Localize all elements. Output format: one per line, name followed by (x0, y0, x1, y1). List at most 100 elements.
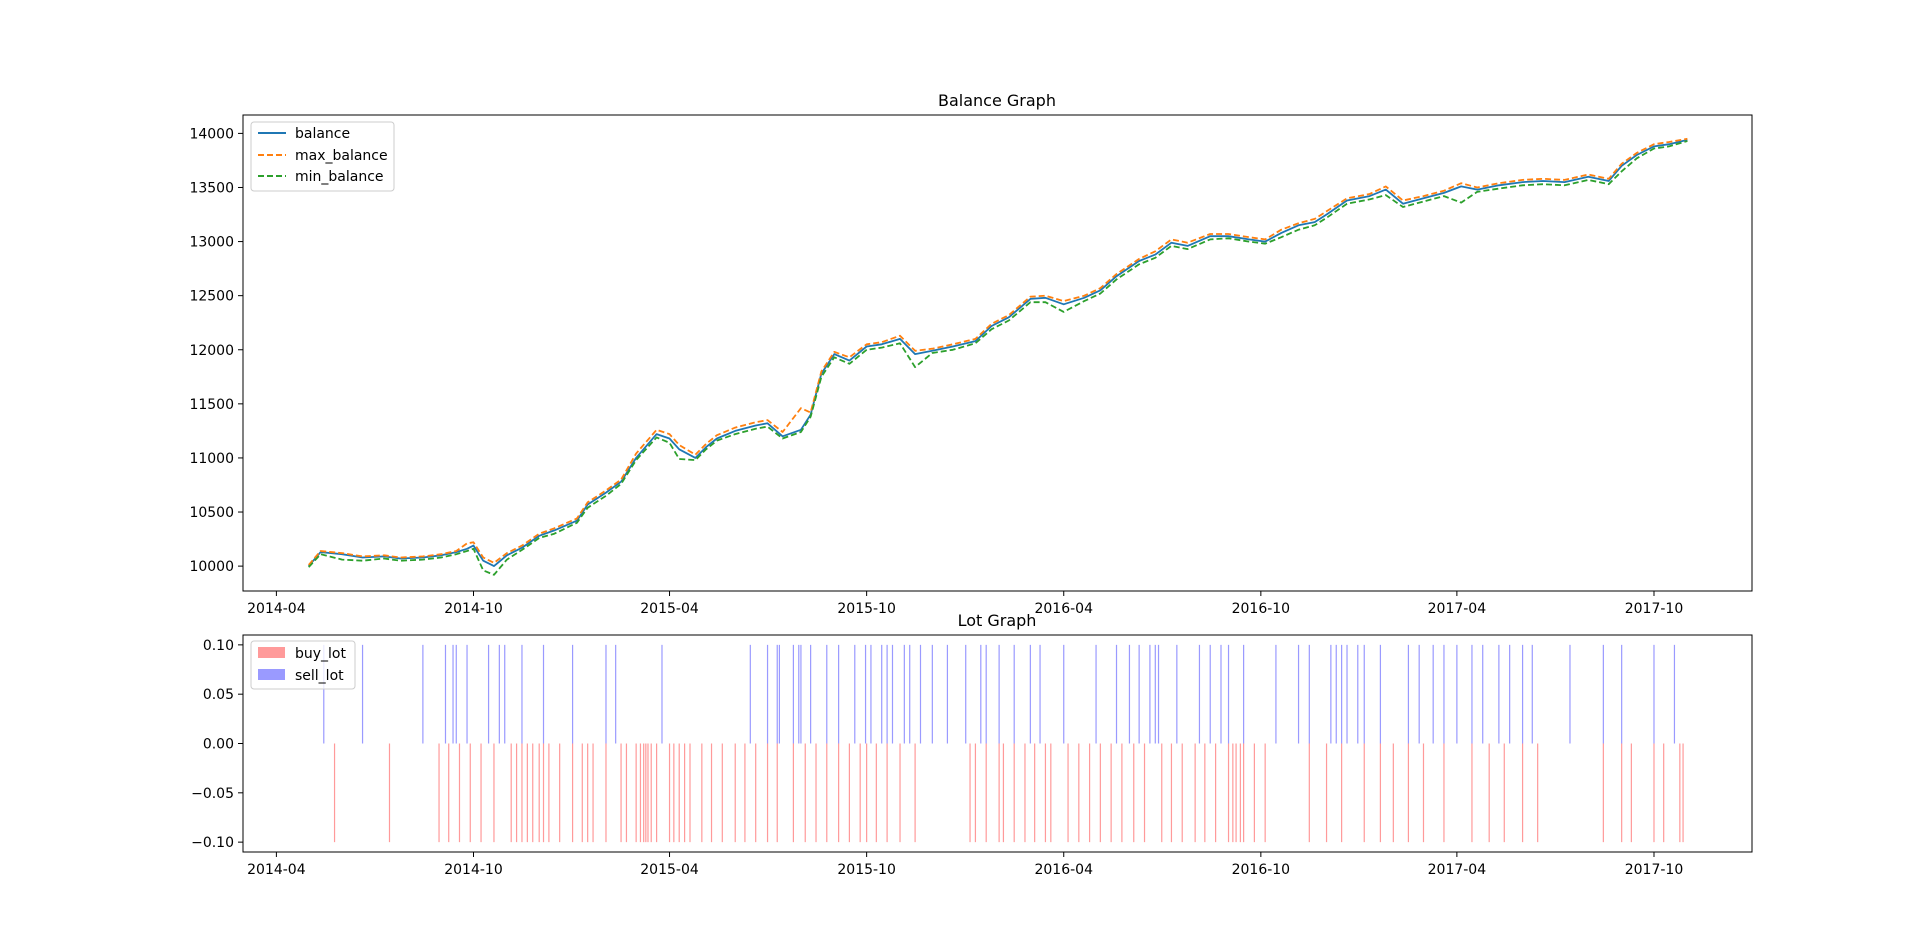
buy-lot-bar (1078, 743, 1080, 843)
lot-x-tick-label: 2015-10 (837, 862, 896, 878)
sell-lot-bar (444, 644, 447, 744)
lot-x-tick-label: 2015-04 (640, 862, 699, 878)
buy-lot-bar (548, 743, 550, 843)
buy-lot-bar (1161, 743, 1163, 843)
buy-lot-bar (848, 743, 851, 843)
sell-lot-bar (798, 644, 800, 744)
buy-lot-bar (656, 743, 658, 843)
sell-lot-bar (891, 644, 894, 744)
sell-lot-bar (422, 644, 424, 744)
buy-lot-bar (838, 743, 840, 843)
lot-y-tick-label: 0.05 (203, 687, 234, 703)
sell-lot-bar (1602, 644, 1604, 744)
lot-y-tick-label: −0.10 (191, 835, 234, 851)
buy-lot-bar (1143, 743, 1146, 843)
buy-lot-bar (755, 743, 757, 843)
sell-lot-bar (946, 644, 949, 744)
sell-lot-bar (854, 644, 856, 744)
sell-lot-bar (1531, 644, 1533, 744)
sell-lot-bar (521, 644, 523, 744)
balance-chart: Balance Graph 10000105001100011500120001… (189, 91, 1753, 617)
lot-x-tick-label: 2016-10 (1232, 862, 1291, 878)
balance-x-tick-label: 2014-04 (247, 601, 306, 617)
buy-lot-bar (1232, 743, 1234, 843)
lot-x-tick-label: 2017-04 (1428, 862, 1487, 878)
buy-lot-bar (521, 743, 523, 843)
balance-x-tick-label: 2014-10 (444, 601, 503, 617)
buy-lot-bar (1034, 743, 1036, 843)
buy-lot-bar (388, 743, 391, 843)
sell-lot-bar (1482, 644, 1484, 744)
buy-lot-bar (1133, 743, 1135, 843)
sell-lot-bar (931, 644, 933, 744)
sell-lot-bar (810, 644, 812, 744)
buy-lot-bar (776, 743, 778, 843)
buy-lot-bar (1264, 743, 1266, 843)
buy-lot-bar (635, 743, 637, 843)
sell-lot-bar (1063, 644, 1065, 744)
buy-lot-bar (826, 743, 828, 843)
sell-lot-bar (605, 644, 607, 744)
sell-lot-bar (1157, 644, 1160, 744)
balance-x-tick-label: 2015-04 (640, 601, 699, 617)
buy-lot-bar (1682, 743, 1684, 843)
buy-lot-bar (815, 743, 817, 843)
lot-y-tick-label: 0.00 (203, 737, 234, 753)
sell-lot-bar (985, 644, 987, 744)
sell-lot-bar (1115, 644, 1118, 744)
buy-lot-bar (448, 743, 450, 843)
sell-lot-bar (838, 644, 840, 744)
sell-lot-bar (1346, 644, 1348, 744)
buy-lot-bar (668, 743, 671, 843)
sell-lot-bar (615, 644, 617, 744)
sell-lot-bar (1407, 644, 1410, 744)
sell-lot-bar (1418, 644, 1420, 744)
sell-lot-bar (749, 644, 751, 744)
buy-lot-bar (875, 743, 877, 843)
sell-lot-bar (1029, 644, 1031, 744)
max-balance-line (308, 137, 1688, 566)
buy-lot-bar (701, 743, 703, 843)
legend-sell-lot-label: sell_lot (295, 668, 344, 684)
buy-lot-bar (1471, 743, 1473, 843)
balance-x-tick-label: 2017-10 (1625, 601, 1684, 617)
sell-lot-bar (487, 644, 490, 744)
buy-lot-bar (1392, 743, 1394, 843)
sell-lot-bar (881, 644, 883, 744)
lot-x-tick-label: 2014-04 (247, 862, 306, 878)
buy-lot-bar (1663, 743, 1665, 843)
sell-lot-bar (361, 644, 364, 744)
sell-lot-bar (1243, 644, 1245, 744)
lot-y-tick-label: 0.10 (203, 638, 234, 654)
buy-lot-bar (1325, 743, 1328, 843)
balance-y-tick-label: 12000 (189, 343, 234, 359)
sell-lot-bar (909, 644, 911, 744)
sell-lot-bar (1198, 644, 1201, 744)
buy-lot-bar (1537, 743, 1539, 843)
buy-lot-bar (620, 743, 622, 843)
balance-x-tick-label: 2017-04 (1428, 601, 1487, 617)
balance-y-tick-label: 13000 (189, 235, 234, 251)
buy-lot-bar (792, 743, 794, 843)
buy-lot-bar (1602, 743, 1604, 843)
buy-lot-bar (1024, 743, 1026, 843)
sell-lot-bar (1176, 644, 1178, 744)
buy-lot-bar (515, 743, 518, 843)
buy-lot-bar (643, 743, 645, 843)
sell-lot-bar (1335, 644, 1337, 744)
buy-lot-bar (1243, 743, 1245, 843)
sell-lot-bar (1209, 644, 1211, 744)
balance-y-tick-label: 12500 (189, 289, 234, 305)
balance-plot-frame (242, 114, 1753, 592)
balance-legend-box (250, 121, 395, 192)
buy-lot-bar (1422, 743, 1425, 843)
sell-lot-bar (903, 644, 905, 744)
buy-lot-bar (1181, 743, 1183, 843)
balance-x-tick-label: 2015-10 (837, 601, 896, 617)
buy-lot-bar (1341, 743, 1343, 843)
min-balance-line (308, 140, 1688, 576)
buy-lot-bar (1253, 743, 1255, 843)
balance-legend: balance max_balance min_balance (250, 121, 395, 192)
buy-lot-bar (587, 743, 589, 843)
lot-x-tick-label: 2014-10 (444, 862, 503, 878)
